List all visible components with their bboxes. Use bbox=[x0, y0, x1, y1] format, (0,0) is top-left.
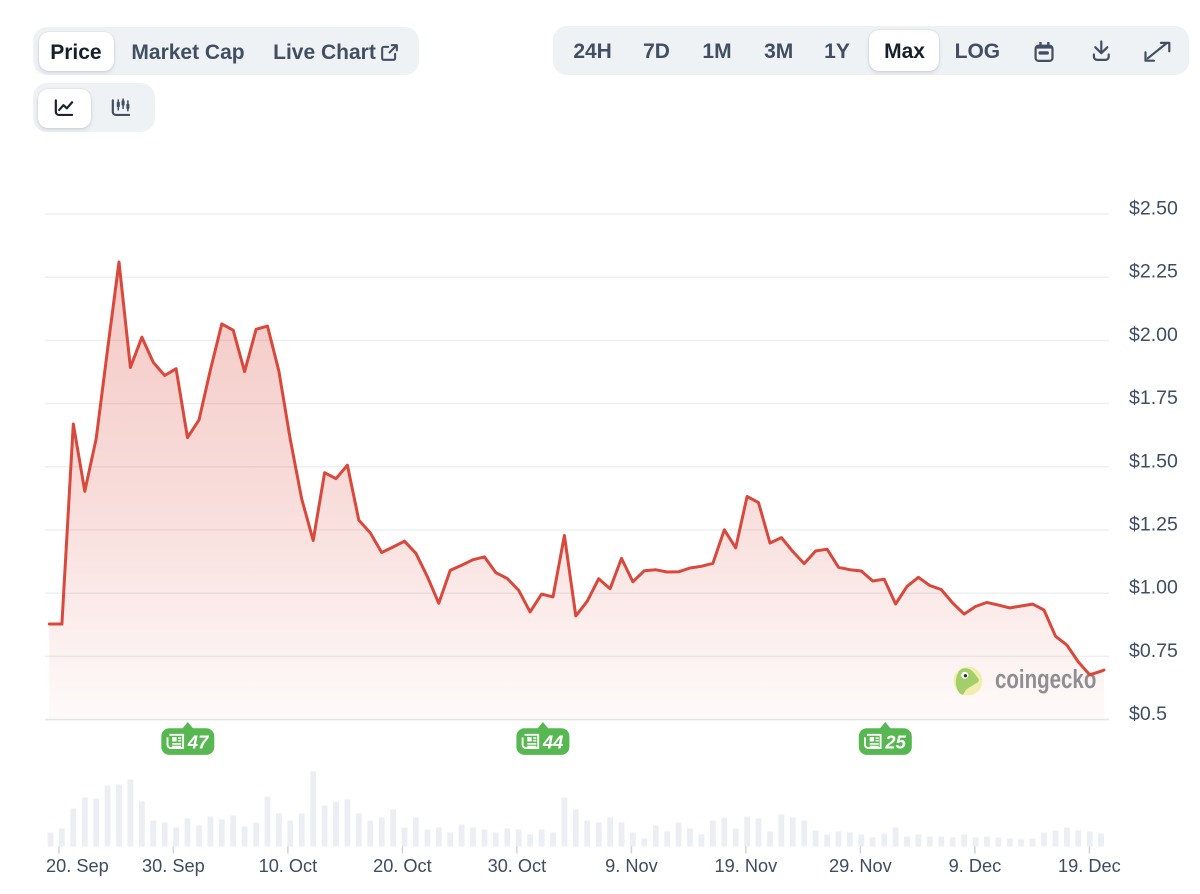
svg-text:20. Sep: 20. Sep bbox=[46, 856, 109, 876]
svg-text:47: 47 bbox=[187, 732, 210, 753]
svg-text:$0.75: $0.75 bbox=[1129, 640, 1178, 662]
svg-text:$1.75: $1.75 bbox=[1129, 387, 1178, 409]
svg-text:9. Dec: 9. Dec bbox=[949, 856, 1002, 876]
svg-text:20. Oct: 20. Oct bbox=[373, 856, 432, 876]
svg-text:9. Nov: 9. Nov bbox=[605, 856, 658, 876]
svg-text:$0.5: $0.5 bbox=[1129, 703, 1167, 725]
svg-text:$1.25: $1.25 bbox=[1129, 514, 1178, 536]
svg-text:29. Nov: 29. Nov bbox=[829, 856, 893, 876]
svg-text:$2.00: $2.00 bbox=[1129, 324, 1178, 346]
svg-text:$1.50: $1.50 bbox=[1129, 450, 1178, 472]
svg-text:$1.00: $1.00 bbox=[1129, 577, 1178, 599]
svg-text:coingecko: coingecko bbox=[995, 665, 1096, 694]
svg-text:30. Oct: 30. Oct bbox=[488, 856, 547, 876]
svg-text:$2.50: $2.50 bbox=[1129, 198, 1178, 220]
svg-text:25: 25 bbox=[884, 732, 906, 753]
svg-text:19. Nov: 19. Nov bbox=[715, 856, 779, 876]
svg-text:10. Oct: 10. Oct bbox=[259, 856, 318, 876]
svg-text:19. Dec: 19. Dec bbox=[1058, 856, 1121, 876]
svg-text:$2.25: $2.25 bbox=[1129, 261, 1178, 283]
svg-text:30. Sep: 30. Sep bbox=[142, 856, 205, 876]
svg-text:44: 44 bbox=[542, 732, 564, 753]
